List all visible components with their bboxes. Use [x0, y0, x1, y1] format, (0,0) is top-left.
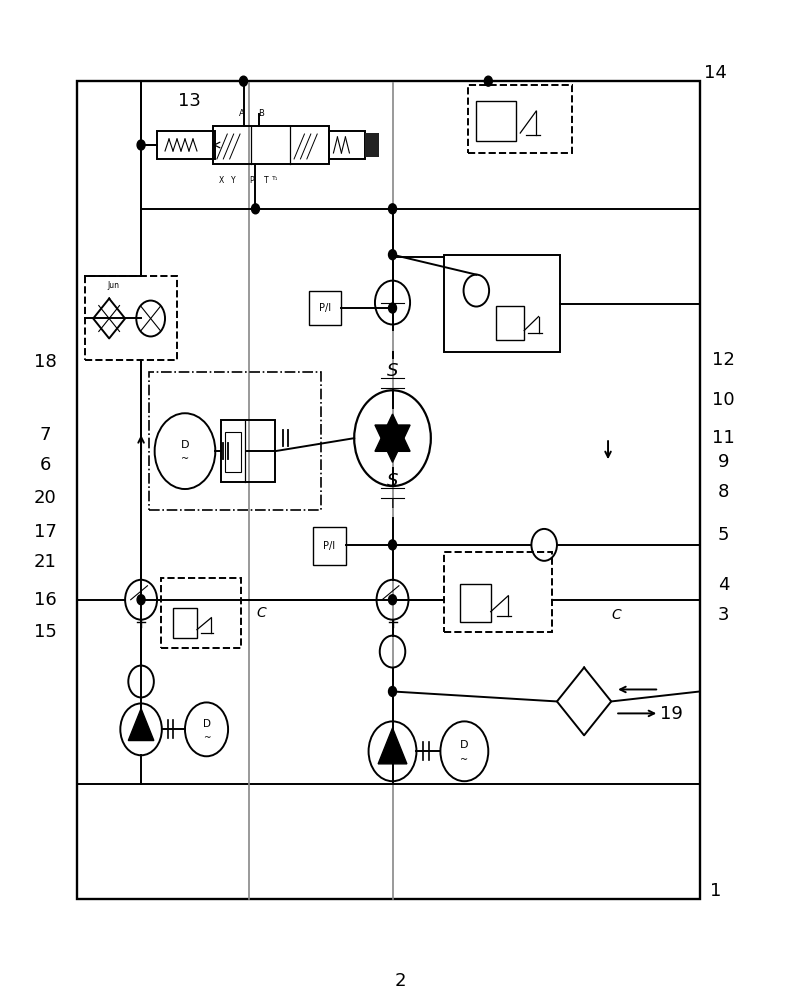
Text: 9: 9 [718, 453, 730, 471]
Bar [308, 291, 340, 325]
Text: 11: 11 [712, 429, 735, 447]
Text: 10: 10 [712, 391, 735, 409]
Text: 7: 7 [39, 426, 51, 444]
Circle shape [239, 76, 248, 86]
Text: 6: 6 [39, 456, 51, 474]
Bar [85, 276, 177, 360]
Text: D: D [460, 740, 469, 750]
Polygon shape [128, 709, 154, 741]
Text: 15: 15 [34, 623, 57, 641]
Circle shape [137, 140, 145, 150]
Text: I: I [391, 389, 394, 402]
Text: 14: 14 [704, 64, 727, 82]
Text: P: P [249, 176, 254, 185]
Bar [225, 432, 241, 472]
Text: 1: 1 [710, 882, 722, 900]
Text: Y: Y [231, 176, 235, 185]
Text: S: S [387, 362, 398, 380]
Text: Jun: Jun [107, 281, 119, 290]
Polygon shape [378, 728, 407, 764]
Circle shape [388, 595, 396, 605]
Text: 20: 20 [34, 489, 57, 507]
Bar [477, 101, 516, 141]
Text: X: X [219, 176, 223, 185]
Text: ~: ~ [203, 733, 211, 742]
Circle shape [388, 303, 396, 313]
Bar [221, 420, 276, 482]
Text: 19: 19 [661, 705, 683, 723]
Text: 18: 18 [34, 353, 57, 371]
Circle shape [388, 686, 396, 696]
Circle shape [252, 204, 260, 214]
Text: T: T [264, 176, 268, 185]
Bar [461, 584, 491, 622]
Bar [77, 81, 700, 899]
Text: 8: 8 [718, 483, 730, 501]
Text: 5: 5 [718, 526, 730, 544]
Text: 2: 2 [395, 972, 406, 990]
Text: D: D [203, 719, 211, 729]
Bar [364, 133, 379, 157]
Text: T₁: T₁ [272, 176, 279, 181]
Text: P/I: P/I [319, 303, 331, 313]
Text: 13: 13 [178, 92, 200, 110]
Bar [445, 552, 552, 632]
Text: D: D [181, 440, 189, 450]
Text: P/I: P/I [324, 541, 336, 551]
Bar [312, 527, 346, 565]
Text: 16: 16 [34, 591, 57, 609]
Bar [497, 306, 524, 340]
Text: 12: 12 [712, 351, 735, 369]
Text: ~: ~ [181, 454, 189, 464]
Bar [149, 372, 320, 510]
Text: B: B [258, 109, 264, 118]
Text: 3: 3 [718, 606, 730, 624]
Text: 17: 17 [34, 523, 57, 541]
Text: A: A [239, 109, 245, 118]
Circle shape [485, 76, 493, 86]
Bar [161, 578, 241, 648]
Bar [77, 784, 700, 899]
Text: 21: 21 [34, 553, 57, 571]
Bar [328, 131, 364, 159]
Bar [213, 126, 328, 164]
Text: 4: 4 [718, 576, 730, 594]
Bar [469, 85, 572, 153]
Polygon shape [375, 425, 410, 462]
Text: C: C [256, 606, 266, 620]
Text: S: S [387, 472, 398, 490]
Text: ~: ~ [461, 755, 469, 765]
Circle shape [388, 250, 396, 260]
Circle shape [388, 540, 396, 550]
Circle shape [388, 204, 396, 214]
Bar [173, 608, 197, 638]
Polygon shape [375, 414, 410, 451]
Circle shape [137, 595, 145, 605]
Bar [157, 131, 215, 159]
Text: C: C [611, 608, 621, 622]
Bar [445, 255, 560, 352]
Text: I: I [391, 498, 394, 511]
